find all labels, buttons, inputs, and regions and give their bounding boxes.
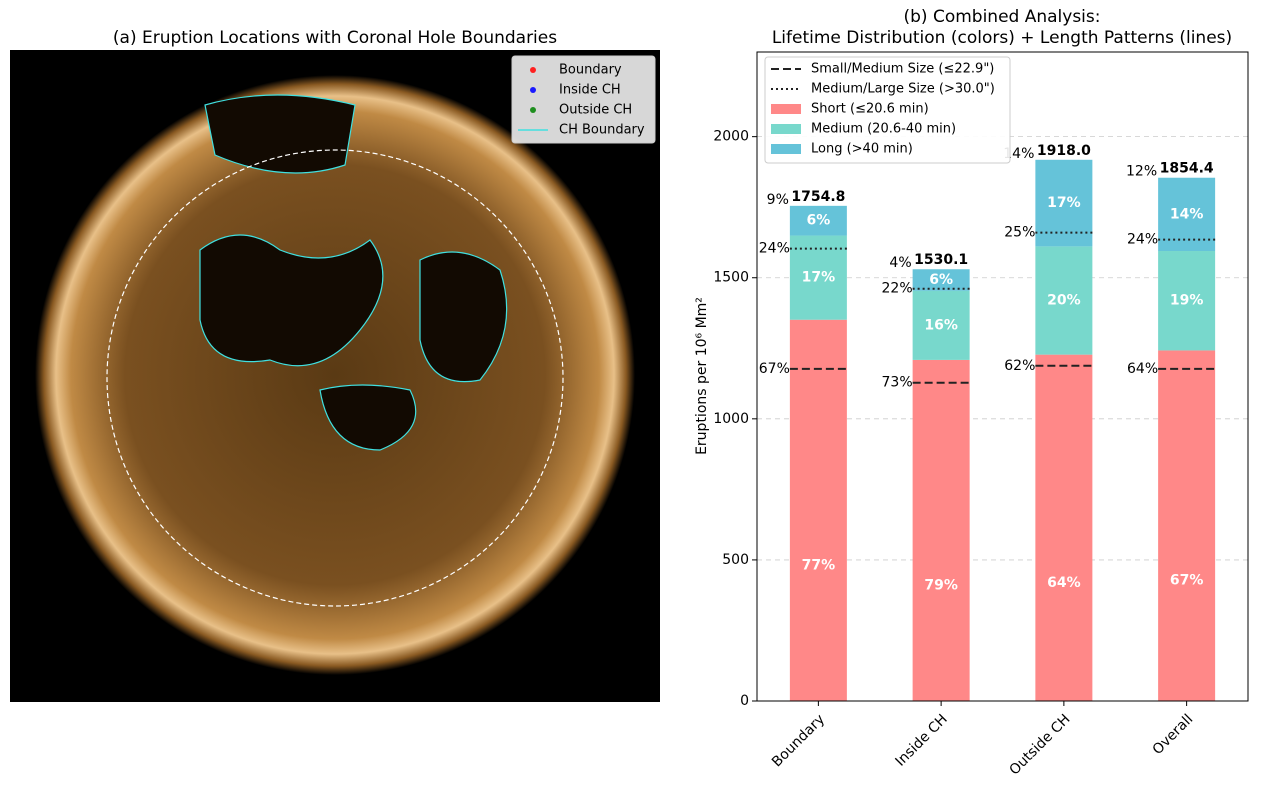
- y-axis-label: Eruptions per 10⁶ Mm²: [694, 297, 710, 455]
- legend-swatch: [771, 144, 801, 154]
- legend-label: Medium (20.6-40 min): [811, 122, 956, 137]
- legend-swatch: [530, 67, 536, 73]
- y-tick-label: 0: [740, 693, 749, 709]
- line-label: 67%: [759, 361, 790, 377]
- line-label: 24%: [759, 241, 790, 257]
- panel-a: (a) Eruption Locations with Coronal Hole…: [10, 28, 660, 702]
- legend-label: Boundary: [559, 63, 622, 78]
- y-tick-label: 1500: [713, 270, 749, 286]
- panel-title: (b) Combined Analysis:: [903, 7, 1100, 27]
- bar-segment: [912, 359, 970, 701]
- panel-b: (b) Combined Analysis: Lifetime Distribu…: [694, 7, 1249, 778]
- line-label: 73%: [882, 375, 913, 391]
- top-percent-label: 4%: [889, 255, 911, 271]
- x-tick-label: Inside CH: [892, 711, 950, 769]
- y-tick-label: 500: [722, 552, 749, 568]
- segment-label: 79%: [924, 577, 958, 593]
- legend-swatch: [530, 107, 536, 113]
- sun-disk: [35, 75, 635, 675]
- legend-swatch: [771, 104, 801, 114]
- legend-label: Long (>40 min): [811, 142, 913, 157]
- bar-segment: [789, 205, 847, 236]
- top-percent-label: 14%: [1003, 146, 1034, 162]
- legend: Boundary Inside CH Outside CH CH Boundary: [511, 55, 656, 144]
- legend-label: Outside CH: [559, 103, 632, 118]
- total-label: 1854.4: [1160, 161, 1214, 177]
- bar-segment: [789, 235, 847, 320]
- segment-label: 67%: [1170, 573, 1204, 589]
- total-label: 1918.0: [1037, 143, 1091, 159]
- segment-label: 19%: [1170, 293, 1204, 309]
- panel-title: Lifetime Distribution (colors) + Length …: [772, 28, 1232, 48]
- line-label: 22%: [882, 281, 913, 297]
- line-label: 64%: [1127, 361, 1158, 377]
- top-percent-label: 12%: [1126, 164, 1157, 180]
- line-label: 62%: [1004, 358, 1035, 374]
- limb-circle: [106, 149, 564, 607]
- legend-label: Small/Medium Size (≤22.9"): [811, 62, 994, 77]
- segment-label: 6%: [929, 272, 953, 288]
- bar-segment: [1158, 350, 1216, 701]
- bar-segment: [1035, 159, 1093, 247]
- x-tick-label: Outside CH: [1006, 711, 1073, 778]
- legend-swatch: [530, 87, 536, 93]
- bar-segment: [912, 269, 970, 291]
- legend-label: Inside CH: [559, 83, 621, 98]
- legend-swatch: [771, 124, 801, 134]
- total-label: 1754.8: [791, 189, 845, 205]
- line-label: 25%: [1004, 225, 1035, 241]
- segment-label: 64%: [1047, 575, 1081, 591]
- segment-label: 20%: [1047, 293, 1081, 309]
- legend-label: Medium/Large Size (>30.0"): [811, 82, 995, 97]
- x-tick-label: Overall: [1150, 711, 1197, 758]
- bar-segment: [912, 290, 970, 360]
- bar-segment: [1158, 177, 1216, 252]
- segment-label: 16%: [924, 317, 958, 333]
- bar-segment: [1035, 246, 1093, 355]
- axes-frame: [756, 51, 1249, 702]
- bar-segment: [1158, 251, 1216, 351]
- legend-label: CH Boundary: [559, 123, 645, 138]
- segment-label: 17%: [802, 270, 836, 286]
- coronal-hole-outline: [199, 94, 508, 451]
- top-percent-label: 9%: [767, 192, 789, 208]
- legend-box: [511, 55, 656, 144]
- legend-box: [764, 56, 1011, 164]
- y-tick-label: 1000: [713, 411, 749, 427]
- line-label: 24%: [1127, 232, 1158, 248]
- bar-segment: [789, 319, 847, 701]
- panel-title: (a) Eruption Locations with Coronal Hole…: [113, 28, 557, 48]
- bar-segment: [1035, 354, 1093, 701]
- segment-label: 17%: [1047, 195, 1081, 211]
- segment-label: 14%: [1170, 206, 1204, 222]
- segment-label: 6%: [806, 213, 830, 229]
- legend: Small/Medium Size (≤22.9") Medium/Large S…: [764, 56, 1011, 164]
- y-tick-label: 2000: [713, 129, 749, 145]
- total-label: 1530.1: [914, 252, 968, 268]
- segment-label: 77%: [802, 557, 836, 573]
- x-tick-label: Boundary: [769, 711, 828, 770]
- legend-label: Short (≤20.6 min): [811, 102, 929, 117]
